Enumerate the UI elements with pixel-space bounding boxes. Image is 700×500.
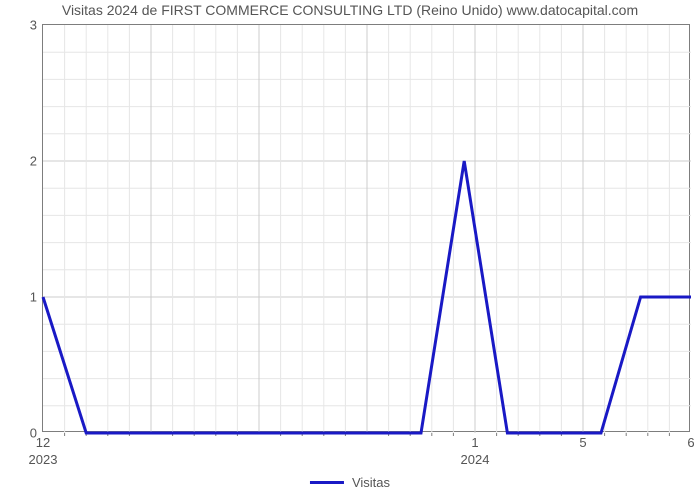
x-tick-label: 1 xyxy=(471,431,478,450)
plot-area: 01231220231202456 xyxy=(42,24,690,432)
x-tick-label: 12 xyxy=(36,431,50,450)
legend: Visitas xyxy=(310,475,390,490)
x-tick-label: 6 xyxy=(687,431,694,450)
chart-title: Visitas 2024 de FIRST COMMERCE CONSULTIN… xyxy=(0,2,700,18)
legend-swatch xyxy=(310,481,344,484)
x-tick-year-label: 2023 xyxy=(29,452,58,467)
x-tick-label: 5 xyxy=(579,431,586,450)
y-tick-label: 1 xyxy=(30,290,43,305)
y-tick-label: 3 xyxy=(30,18,43,33)
y-tick-label: 2 xyxy=(30,154,43,169)
chart-container: Visitas 2024 de FIRST COMMERCE CONSULTIN… xyxy=(0,0,700,500)
legend-label: Visitas xyxy=(352,475,390,490)
plot-svg xyxy=(43,25,691,433)
x-tick-year-label: 2024 xyxy=(461,452,490,467)
